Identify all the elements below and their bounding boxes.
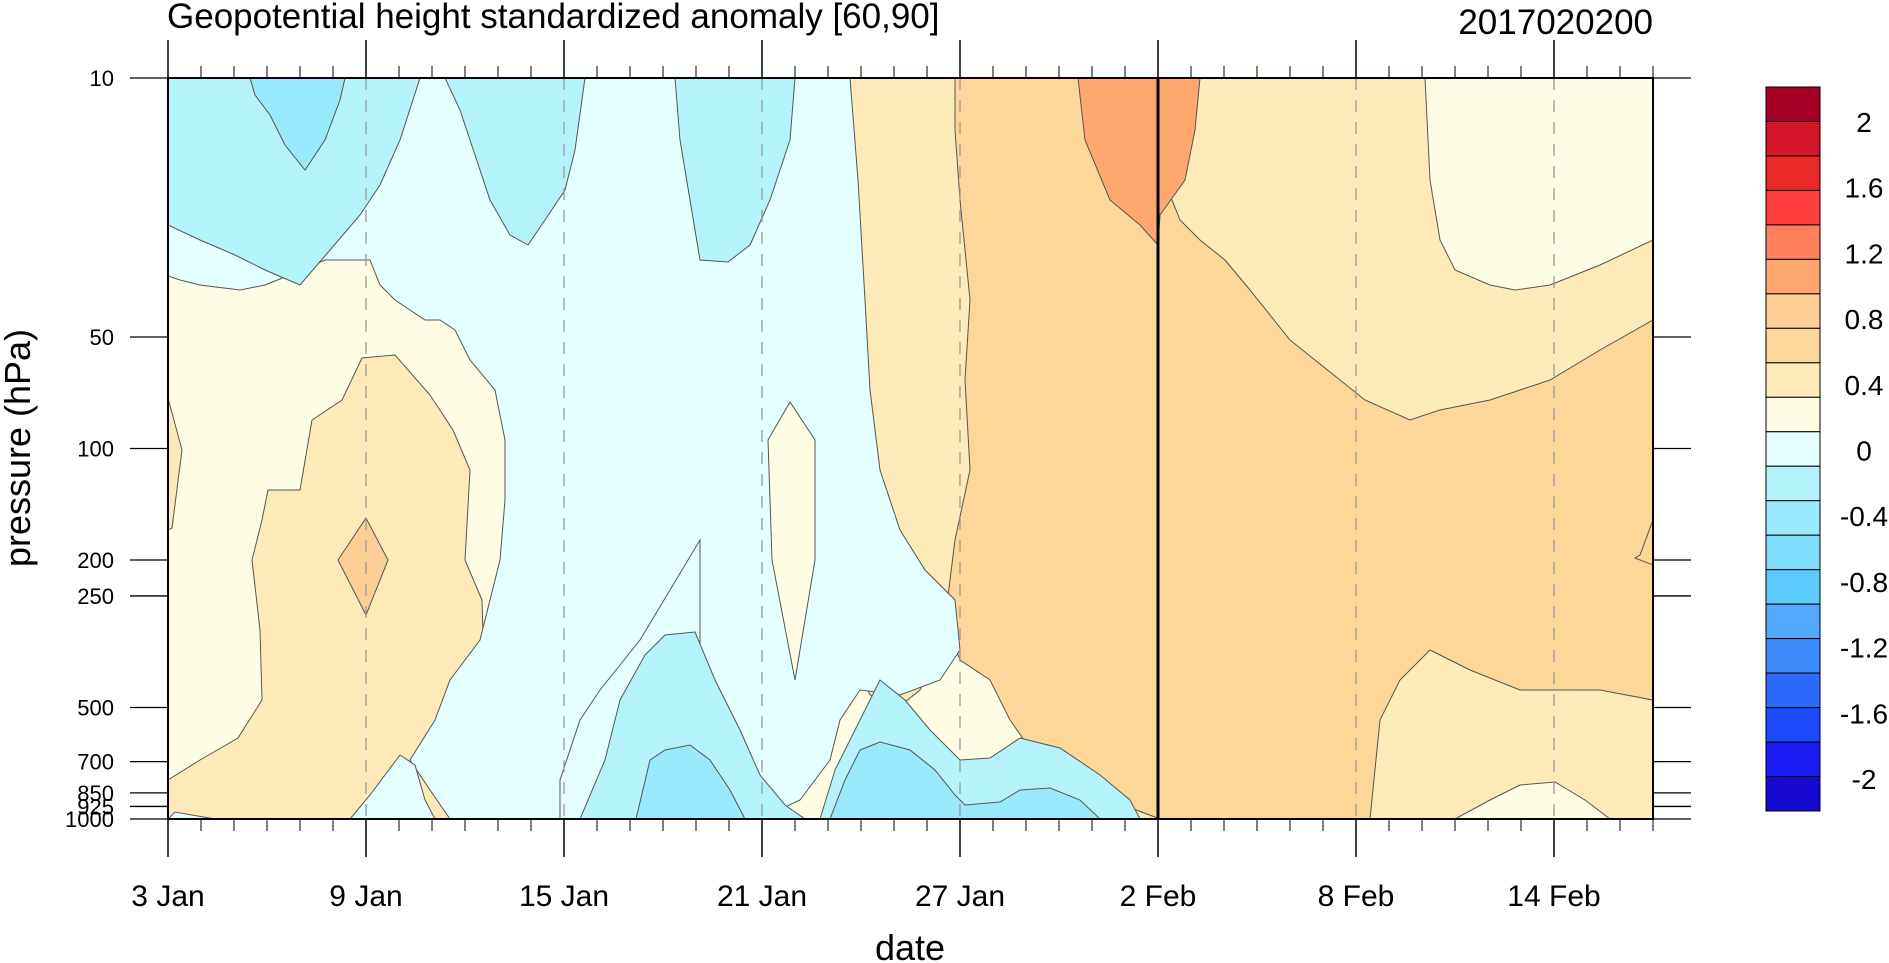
x-tick-label: 3 Jan xyxy=(131,880,204,913)
colorbar-label: 1.6 xyxy=(1845,173,1884,204)
colorbar-label: 2 xyxy=(1856,107,1872,138)
y-tick-label: 10 xyxy=(90,66,114,91)
colorbar-swatch xyxy=(1765,293,1821,329)
colorbar-label: -0.4 xyxy=(1840,501,1888,532)
colorbar-swatch xyxy=(1765,776,1821,812)
colorbar-swatch xyxy=(1765,672,1821,709)
contour-fill-pos-0-4-left xyxy=(168,397,183,531)
colorbar-swatch xyxy=(1765,327,1821,364)
contour-fill-neg-light-bottom xyxy=(349,754,436,819)
colorbar-swatch xyxy=(1765,707,1821,743)
y-tick-label: 925 xyxy=(77,794,114,819)
plot-area xyxy=(168,78,1653,819)
contour-fill-neg-0-4-d xyxy=(579,631,806,819)
chart-title: Geopotential height standardized anomaly… xyxy=(167,0,939,36)
x-axis-label: date xyxy=(875,927,945,963)
y-tick-label: 100 xyxy=(77,437,114,462)
contour-fill-neg-0-8-a xyxy=(249,78,346,171)
colorbar-swatch xyxy=(1765,155,1821,191)
colorbar-label: 0.8 xyxy=(1845,304,1884,335)
colorbar-swatch xyxy=(1765,741,1821,778)
contour-fill-neg-0-4-c xyxy=(674,78,796,263)
contour-fill-neg-0-4-a xyxy=(168,78,421,286)
y-axis-label: pressure (hPa) xyxy=(0,329,38,567)
colorbar-label: -1.2 xyxy=(1840,633,1888,664)
x-axis: 3 Jan 9 Jan 15 Jan 21 Jan 27 Jan 2 Feb 8 Feb 14… xyxy=(131,40,1654,913)
colorbar-swatch xyxy=(1765,224,1821,260)
contour-fill-neg-light-bottom-right xyxy=(1454,781,1611,819)
contour-fill-neg-0-4-b xyxy=(444,78,586,246)
colorbar-swatch xyxy=(1765,258,1821,295)
y-tick-label: 200 xyxy=(77,548,114,573)
y-tick-label: 50 xyxy=(90,325,114,350)
colorbar-swatch xyxy=(1765,396,1821,433)
colorbar-swatch xyxy=(1765,362,1821,398)
x-tick-label: 9 Jan xyxy=(329,880,402,913)
colorbar-swatch xyxy=(1765,500,1821,536)
colorbar-swatch xyxy=(1765,431,1821,467)
y-tick-label: 250 xyxy=(77,584,114,609)
x-tick-label: 8 Feb xyxy=(1318,880,1395,913)
colorbar-label: 0 xyxy=(1856,436,1872,467)
colorbar-label: 0.4 xyxy=(1845,370,1884,401)
colorbar-swatch xyxy=(1765,534,1821,571)
contour-fill-pos-right-top xyxy=(1424,78,1653,291)
colorbar-swatch xyxy=(1765,189,1821,226)
contour-fill-pos-0-8-blob xyxy=(337,517,389,617)
contour-fill-zero-island xyxy=(767,401,816,681)
x-tick-label: 27 Jan xyxy=(915,880,1005,913)
colorbar-swatch xyxy=(1765,569,1821,605)
colorbar-label: -1.6 xyxy=(1840,698,1888,729)
x-tick-label: 15 Jan xyxy=(519,880,609,913)
y-tick-label: 500 xyxy=(77,695,114,720)
contour-fill-neg-0-8-c xyxy=(829,741,1101,819)
colorbar-label: -2 xyxy=(1852,764,1877,795)
colorbar-swatch xyxy=(1765,465,1821,502)
y-tick-label: 700 xyxy=(77,750,114,775)
contour-fill-pos-right-edge xyxy=(1633,519,1653,566)
x-tick-label: 2 Feb xyxy=(1120,880,1197,913)
colorbar-swatch xyxy=(1765,120,1821,157)
colorbar-label: -0.8 xyxy=(1840,567,1888,598)
colorbar-swatch xyxy=(1765,638,1821,674)
x-tick-label: 14 Feb xyxy=(1507,880,1600,913)
y-tick-label: 850 xyxy=(77,781,114,806)
y-tick-label: 1000 xyxy=(65,807,114,832)
contour-fill-neg-0-8-b xyxy=(635,744,746,819)
colorbar: 2 1.6 1.2 0.8 0.4 0 -0.4 -0.8 -1.2 -1.6 -2 xyxy=(1765,86,1888,812)
colorbar-label: 1.2 xyxy=(1845,238,1884,269)
colorbar-swatch xyxy=(1765,603,1821,640)
x-tick-label: 21 Jan xyxy=(717,880,807,913)
colorbar-swatch xyxy=(1765,86,1821,122)
date-label: 2017020200 xyxy=(1458,3,1653,42)
